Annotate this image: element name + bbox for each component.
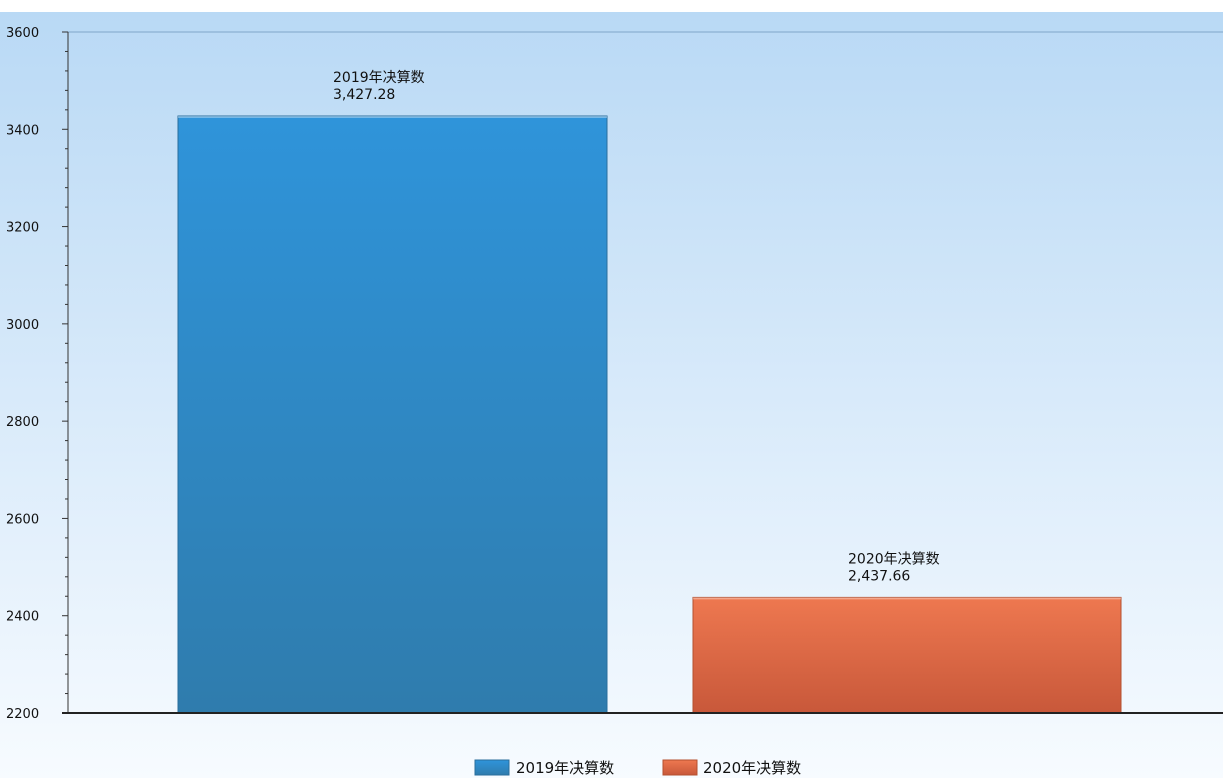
y-tick-label: 2400: [6, 610, 39, 625]
data-label-value: 2,437.66: [848, 568, 910, 584]
legend-swatch-2: [662, 759, 698, 776]
bar-series-1: [177, 115, 608, 714]
bar-series-2: [692, 596, 1122, 714]
data-label-value: 3,427.28: [333, 87, 395, 103]
y-tick-label: 2800: [6, 415, 39, 430]
legend-swatch-1: [474, 759, 510, 776]
legend-label-2: 2020年决算数: [703, 759, 801, 777]
y-tick-label: 2600: [6, 512, 39, 527]
data-label-series-name: 2019年决算数: [333, 70, 425, 86]
y-axis: 2200 2400 2600 2800 3000 3200 3400 3600: [6, 26, 1223, 722]
y-tick-label: 2200: [6, 707, 39, 722]
legend: 2019年决算数 2020年决算数: [474, 759, 801, 777]
y-tick-label: 3000: [6, 318, 39, 333]
legend-label-1: 2019年决算数: [516, 759, 614, 777]
data-label-series-name: 2020年决算数: [848, 551, 940, 567]
y-tick-label: 3400: [6, 123, 39, 138]
y-tick-label: 3600: [6, 26, 39, 41]
y-tick-label: 3200: [6, 221, 39, 236]
